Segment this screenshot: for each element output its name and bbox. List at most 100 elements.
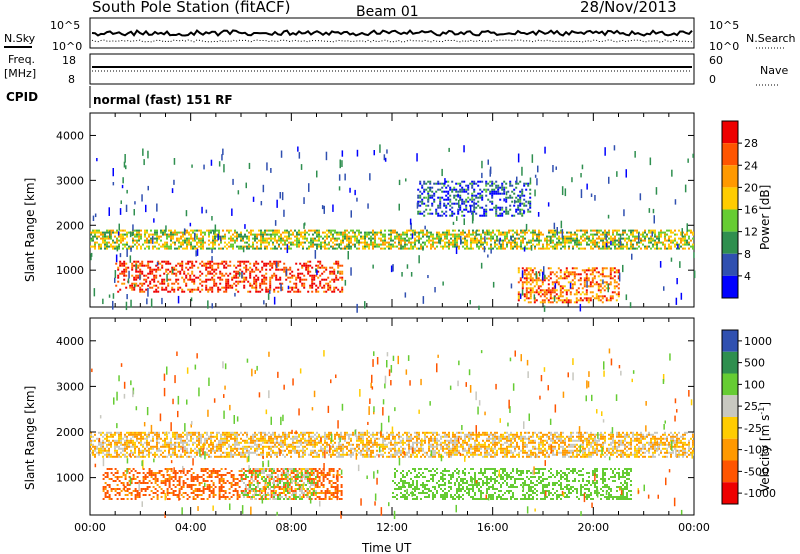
echo-cell (354, 231, 356, 234)
echo-cell (421, 202, 424, 205)
echo-cell (459, 188, 462, 191)
echo-cell (366, 449, 368, 452)
echo-cell (374, 437, 376, 440)
echo-cell (585, 279, 588, 282)
echo-cell (486, 241, 488, 244)
echo-cell (162, 443, 164, 446)
echo-cell (551, 287, 554, 290)
echo-cell (109, 230, 111, 239)
echo-cell (495, 190, 498, 193)
echo-cell (608, 237, 610, 240)
echo-cell (244, 453, 246, 456)
echo-cell (382, 241, 384, 244)
echo-cell (570, 231, 572, 234)
echo-cell (678, 245, 680, 248)
echo-cell (282, 433, 284, 436)
echo-cell (186, 451, 188, 454)
noise-tick-left-top: 10^5 (50, 19, 80, 32)
echo-cell (539, 285, 542, 288)
echo-cell (222, 237, 224, 240)
echo-cell (114, 235, 116, 238)
echo-cell (302, 247, 304, 250)
echo-cell (590, 247, 592, 250)
echo-cell (218, 455, 220, 458)
echo-cell (664, 231, 666, 234)
echo-cell (568, 237, 570, 240)
echo-cell (483, 214, 486, 217)
echo-cell (678, 229, 680, 232)
echo-cell (569, 291, 572, 294)
echo-cell (364, 445, 366, 448)
echo-cell (541, 281, 544, 284)
echo-cell (500, 243, 502, 246)
echo-cell (308, 247, 310, 250)
echo-cell (98, 245, 100, 248)
echo-cell (319, 282, 322, 285)
echo-cell (290, 241, 292, 244)
echo-cell (358, 247, 360, 250)
echo-cell (299, 278, 302, 281)
echo-cell (613, 267, 616, 270)
echo-cell (485, 182, 488, 185)
echo-cell (94, 439, 96, 442)
echo-cell (98, 451, 100, 454)
echo-cell (300, 431, 302, 434)
echo-cell (248, 451, 250, 454)
echo-cell (234, 229, 236, 232)
echo-cell (122, 233, 124, 236)
echo-cell (260, 451, 262, 454)
echo-cell (276, 445, 278, 448)
echo-cell (146, 245, 148, 248)
colorbar-swatch (722, 275, 738, 298)
echo-cell (227, 286, 230, 289)
echo-cell (262, 447, 264, 450)
echo-cell (316, 233, 318, 236)
echo-cell (128, 247, 130, 250)
echo-cell (281, 282, 284, 285)
echo-cell (258, 229, 260, 232)
echo-cell (336, 233, 338, 236)
echo-cell (114, 431, 116, 434)
echo-cell (326, 445, 328, 448)
echo-cell (342, 451, 344, 454)
echo-cell (228, 451, 230, 454)
echo-cell (581, 269, 584, 272)
echo-cell (595, 283, 598, 286)
echo-cell (156, 443, 158, 446)
echo-cell (278, 229, 280, 232)
echo-cell (194, 433, 196, 436)
echo-cell (446, 231, 448, 234)
echo-cell (582, 233, 584, 236)
echo-cell (184, 433, 186, 436)
echo-cell (480, 233, 482, 236)
echo-cell (512, 239, 514, 242)
echo-cell (513, 192, 516, 195)
echo-cell (123, 262, 126, 265)
echo-cell (684, 237, 686, 240)
echo-cell (278, 243, 280, 246)
echo-cell (226, 441, 228, 444)
echo-cell (196, 453, 198, 456)
echo-cell (636, 231, 638, 234)
echo-cell (344, 173, 346, 181)
echo-cell (539, 295, 542, 298)
echo-cell (690, 229, 692, 232)
echo-cell (211, 249, 213, 254)
echo-cell (552, 245, 554, 248)
echo-cell (431, 196, 434, 199)
noise-tick-right-bottom: 10^0 (709, 40, 739, 53)
echo-cell (632, 231, 634, 234)
echo-cell (104, 231, 106, 234)
echo-cell (398, 247, 400, 250)
echo-cell (609, 267, 612, 270)
echo-cell (157, 268, 160, 271)
echo-cell (595, 293, 598, 296)
echo-cell (382, 233, 384, 236)
echo-cell (187, 288, 190, 291)
echo-cell (270, 168, 272, 173)
echo-cell (509, 204, 512, 207)
echo-cell (471, 210, 474, 213)
echo-cell (237, 280, 240, 283)
echo-cell (346, 441, 348, 444)
echo-cell (162, 455, 164, 458)
